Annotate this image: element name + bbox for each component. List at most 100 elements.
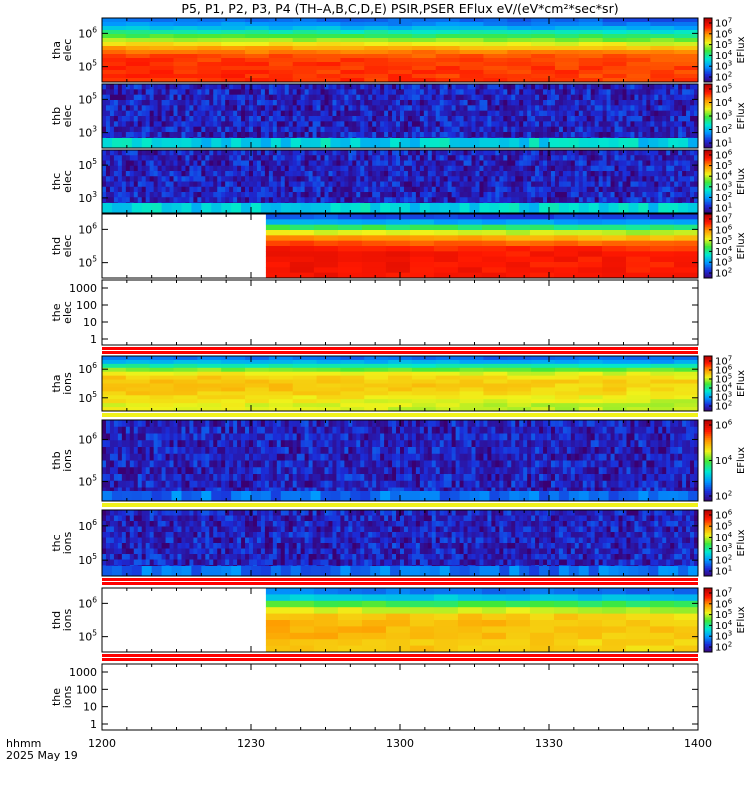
y-axis-label: thcions [50, 531, 74, 554]
colorbar-tick-label: 103 [715, 256, 732, 269]
y-tick-label: 1 [90, 718, 97, 731]
stripe [102, 658, 698, 661]
colorbar-frame [703, 355, 713, 412]
y-tick-label: 106 [78, 595, 97, 610]
heatmap-cells [102, 420, 699, 502]
time-format-label: hhmm [6, 737, 41, 750]
colorbar-tick-label: 105 [715, 159, 732, 172]
colorbar-tick-label: 104 [715, 170, 733, 183]
stripe [102, 413, 698, 417]
y-tick-label: 105 [78, 552, 97, 567]
colorbar-frame [703, 587, 713, 653]
colorbar-tick-label: 103 [715, 391, 732, 404]
colorbar-tick-label: 105 [715, 38, 732, 51]
colorbar-tick-label: 106 [715, 364, 733, 377]
colorbar-frame [703, 149, 713, 214]
heatmap-cells [102, 356, 699, 412]
colorbar-tick-label: 104 [715, 245, 733, 258]
colorbar-tick-label: 105 [715, 83, 732, 96]
colorbar-tick-label: 102 [715, 641, 732, 654]
y-tick-label: 1000 [69, 282, 97, 295]
colorbar-tick-label: 105 [715, 373, 732, 386]
panel-thb-ions: 106 105 thbions 106 104 102 EFlux [50, 419, 747, 507]
y-tick-label: 105 [78, 59, 97, 74]
heatmap-cells [102, 510, 699, 577]
colorbar-tick-label: 103 [715, 60, 732, 73]
y-tick-label: 10 [83, 701, 97, 714]
colorbar-frame [703, 213, 713, 279]
y-tick-label: 1000 [69, 666, 97, 679]
colorbar-tick-label: 106 [715, 149, 733, 162]
colorbar-tick-label: 105 [715, 608, 732, 621]
colorbar-tick-label: 104 [715, 96, 733, 109]
x-tick-label: 1230 [237, 737, 265, 750]
stripe [102, 578, 698, 581]
y-axis-label: thaions [50, 372, 74, 395]
panel-the-elec: 1000 100 10 1 theelec [50, 279, 699, 354]
bottom-stripes [102, 413, 698, 417]
panel-frame [101, 663, 699, 731]
colorbar-label: EFlux [736, 102, 747, 129]
colorbar-tick-label: 106 [715, 597, 733, 610]
colorbar-tick-label: 102 [715, 191, 732, 204]
y-tick-label: 10 [83, 316, 97, 329]
colorbar-label: EFlux [736, 36, 747, 63]
colorbar-tick-label: 102 [715, 553, 732, 566]
y-tick-label: 1 [90, 333, 97, 346]
y-tick-label: 106 [78, 361, 97, 376]
y-tick-label: 106 [78, 25, 97, 40]
colorbar-tick-label: 102 [715, 123, 732, 136]
x-tick-label: 1330 [535, 737, 563, 750]
colorbar-tick-label: 102 [715, 400, 732, 413]
colorbar-label: EFlux [736, 370, 747, 397]
stripe [102, 654, 698, 657]
colorbar-tick-label: 103 [715, 542, 732, 555]
colorbar-label: EFlux [736, 529, 747, 556]
date-label: 2025 May 19 [6, 749, 78, 762]
bottom-stripes [102, 503, 698, 507]
colorbar-tick-label: 104 [715, 619, 733, 632]
colorbar-label: EFlux [736, 606, 747, 633]
heatmap-cells [102, 150, 699, 214]
heatmap-cells [265, 214, 699, 279]
colorbar-tick-label: 101 [715, 565, 732, 578]
colorbar-tick-label: 103 [715, 630, 732, 643]
colorbar: 106 104 102 EFlux [703, 419, 747, 503]
colorbar-tick-label: 104 [715, 454, 733, 467]
bottom-stripes [102, 654, 698, 661]
stripe [102, 582, 698, 585]
figure-title: P5, P1, P2, P3, P4 (TH–A,B,C,D,E) PSIR,P… [181, 1, 618, 16]
y-axis-label: thbelec [50, 105, 74, 128]
colorbar-tick-label: 106 [715, 419, 733, 432]
panel-frame [101, 279, 699, 346]
y-tick-label: 106 [78, 431, 97, 446]
stripe [102, 503, 698, 507]
y-tick-label: 100 [76, 683, 97, 696]
colorbar-label: EFlux [736, 447, 747, 474]
y-axis-label: theelec [50, 301, 74, 324]
colorbar-tick-label: 103 [715, 180, 732, 193]
y-tick-label: 106 [78, 518, 97, 533]
colorbar-tick-label: 106 [715, 223, 733, 236]
panel-the-ions: 1000 100 10 1 theions [50, 663, 699, 731]
colorbar-tick-label: 104 [715, 531, 733, 544]
colorbar-frame [703, 17, 713, 83]
y-tick-label: 100 [76, 299, 97, 312]
colorbar-tick-label: 107 [715, 213, 732, 226]
colorbar-tick-label: 107 [715, 587, 732, 600]
time-axis: 1200 1230 1300 1330 1400 [88, 737, 712, 750]
y-axis-label: thcelec [50, 170, 74, 193]
colorbar-tick-label: 102 [715, 71, 732, 84]
stripe [102, 351, 698, 354]
